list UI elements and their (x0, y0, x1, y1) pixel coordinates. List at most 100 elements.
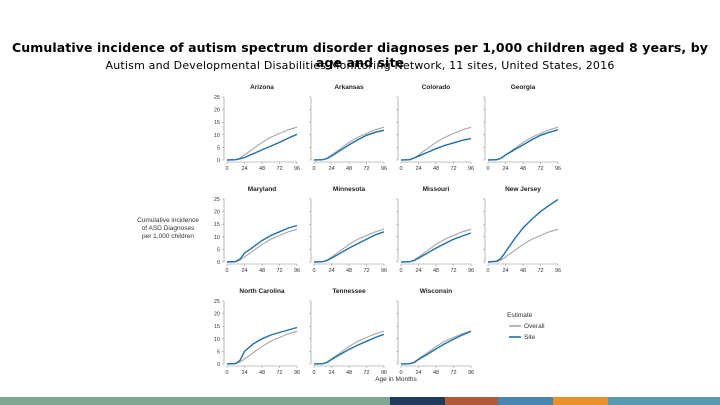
x-tick-label: 24 (241, 370, 247, 376)
y-axis-label: Cumulative incidence (137, 217, 199, 224)
x-tick-label: 96 (555, 268, 561, 274)
y-axis-label: per 1,000 children (142, 233, 194, 240)
x-tick-label: 72 (537, 166, 543, 172)
y-tick-label: 25 (214, 197, 220, 203)
y-tick-label: 20 (214, 312, 220, 318)
panel-title: North Carolina (239, 288, 285, 295)
panel-title: New Jersey (505, 186, 541, 193)
y-tick-label: 5 (217, 349, 220, 355)
overall-series-line (400, 228, 472, 263)
footer-segment (0, 397, 390, 405)
x-tick-label: 72 (363, 166, 369, 172)
x-tick-label: 0 (312, 268, 315, 274)
panel-title: Wisconsin (420, 288, 452, 295)
x-tick-label: 0 (225, 268, 228, 274)
y-tick-label: 5 (217, 247, 220, 253)
overall-series-line (313, 228, 385, 263)
x-tick-label: 48 (259, 166, 265, 172)
x-tick-label: 48 (433, 268, 439, 274)
x-tick-label: 48 (520, 166, 526, 172)
footer-segment (498, 397, 553, 405)
x-tick-label: 48 (433, 370, 439, 376)
y-tick-label: 0 (217, 362, 220, 368)
footer-segment (390, 397, 445, 405)
y-tick-label: 5 (217, 145, 220, 151)
x-tick-label: 48 (346, 166, 352, 172)
legend-label: Site (524, 334, 536, 341)
footer-segment (608, 397, 720, 405)
overall-series-line (487, 126, 559, 161)
panel-title: Arizona (250, 84, 274, 91)
slide-subtitle: Autism and Developmental Disabilities Mo… (105, 59, 615, 72)
x-tick-label: 96 (468, 370, 474, 376)
x-tick-label: 96 (468, 268, 474, 274)
x-tick-label: 24 (415, 268, 421, 274)
x-tick-label: 72 (537, 268, 543, 274)
y-tick-label: 0 (217, 260, 220, 266)
x-tick-label: 24 (241, 166, 247, 172)
panel-title: Tennessee (332, 288, 366, 295)
x-tick-label: 0 (312, 370, 315, 376)
x-tick-label: 72 (276, 370, 282, 376)
x-tick-label: 72 (450, 268, 456, 274)
panel-title: Minnesota (333, 186, 366, 193)
overall-series-line (400, 126, 472, 161)
site-series-line (226, 133, 298, 161)
x-tick-label: 0 (486, 268, 489, 274)
x-tick-label: 96 (294, 268, 300, 274)
x-tick-label: 48 (346, 268, 352, 274)
x-tick-label: 0 (225, 370, 228, 376)
x-tick-label: 96 (381, 268, 387, 274)
x-tick-label: 48 (520, 268, 526, 274)
x-tick-label: 96 (294, 166, 300, 172)
panel-title: Colorado (422, 84, 451, 91)
site-series-line (400, 330, 472, 365)
x-tick-label: 0 (486, 166, 489, 172)
site-series-line (487, 129, 559, 161)
x-tick-label: 48 (259, 370, 265, 376)
overall-series-line (226, 330, 298, 365)
overall-series-line (313, 330, 385, 365)
x-tick-label: 48 (433, 166, 439, 172)
x-tick-label: 72 (450, 370, 456, 376)
y-tick-label: 10 (214, 133, 220, 139)
footer-color-bar (0, 397, 720, 405)
overall-series-line (226, 228, 298, 263)
x-tick-label: 96 (294, 370, 300, 376)
x-tick-label: 0 (312, 166, 315, 172)
y-tick-label: 15 (214, 324, 220, 330)
x-tick-label: 72 (276, 166, 282, 172)
x-tick-label: 72 (450, 166, 456, 172)
y-tick-label: 25 (214, 95, 220, 101)
x-tick-label: 72 (363, 370, 369, 376)
footer-segment (553, 397, 608, 405)
site-series-line (487, 198, 559, 263)
slide-title: Cumulative incidence of autism spectrum … (11, 40, 709, 70)
panel-title: Georgia (511, 84, 536, 91)
y-tick-label: 10 (214, 235, 220, 241)
y-tick-label: 20 (214, 108, 220, 114)
site-series-line (313, 231, 385, 263)
x-tick-label: 72 (363, 268, 369, 274)
panel-title: Arkansas (334, 84, 364, 91)
x-tick-label: 96 (555, 166, 561, 172)
x-tick-label: 96 (468, 166, 474, 172)
x-tick-label: 24 (328, 166, 334, 172)
site-series-line (226, 326, 298, 365)
x-tick-label: 24 (415, 166, 421, 172)
y-axis-label: of ASD Diagnoses (142, 225, 196, 232)
y-tick-label: 20 (214, 210, 220, 216)
legend-label: Overall (524, 323, 545, 330)
x-tick-label: 0 (225, 166, 228, 172)
y-tick-label: 15 (214, 120, 220, 126)
x-tick-label: 96 (381, 370, 387, 376)
x-tick-label: 0 (399, 370, 402, 376)
legend-title: Estimate (507, 312, 533, 319)
y-tick-label: 15 (214, 222, 220, 228)
x-tick-label: 0 (399, 166, 402, 172)
x-tick-label: 96 (381, 166, 387, 172)
overall-series-line (226, 126, 298, 161)
x-tick-label: 24 (502, 268, 508, 274)
x-tick-label: 24 (328, 370, 334, 376)
